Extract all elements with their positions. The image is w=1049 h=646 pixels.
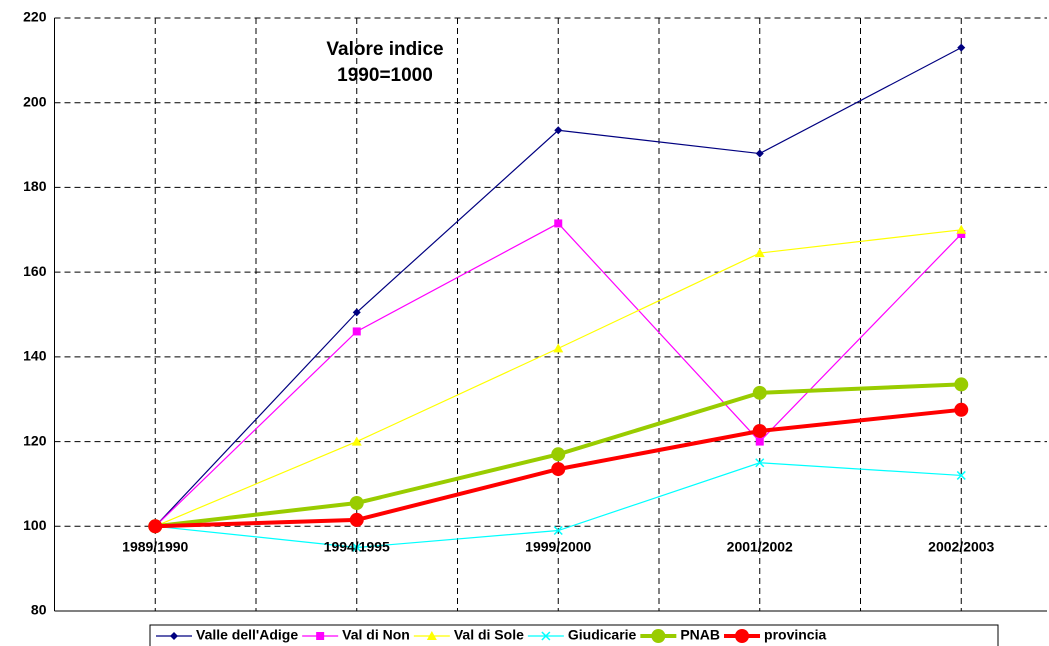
x-tick-label: 1989/1990 (122, 539, 188, 555)
legend-label: provincia (764, 627, 826, 643)
marker (553, 343, 564, 353)
marker (755, 437, 764, 446)
legend-box (149, 624, 999, 646)
marker (755, 458, 765, 468)
marker (551, 447, 566, 462)
marker (148, 519, 163, 534)
marker (957, 230, 966, 239)
marker (554, 219, 563, 228)
legend-label: Valle dell'Adige (196, 627, 298, 643)
y-tick-label: 120 (23, 432, 47, 448)
legend-label: Val di Sole (454, 627, 524, 643)
y-tick-label: 220 (23, 9, 47, 25)
marker (752, 385, 767, 400)
marker (352, 327, 361, 336)
marker (954, 377, 969, 392)
marker (554, 126, 563, 135)
legend-marker (170, 632, 178, 640)
marker (956, 224, 967, 234)
y-tick-label: 200 (23, 93, 47, 109)
chart-title: Valore indice (326, 39, 443, 60)
legend-marker (316, 632, 325, 640)
marker (551, 462, 566, 477)
y-tick-label: 140 (23, 348, 47, 364)
y-tick-label: 100 (23, 517, 47, 533)
x-tick-label: 2001/2002 (727, 539, 793, 555)
legend-label: Giudicarie (568, 627, 637, 643)
legend-marker (541, 631, 551, 641)
legend: Valle dell'Adige Val di Non Val di Sole Giu… (156, 627, 826, 643)
marker (352, 308, 361, 317)
marker (755, 149, 764, 158)
marker (351, 436, 362, 446)
legend-label: PNAB (680, 627, 720, 643)
marker (349, 512, 364, 527)
x-tick-label: 1994/1995 (324, 539, 390, 555)
y-tick-label: 80 (31, 602, 47, 618)
legend-marker (651, 629, 666, 643)
marker (349, 495, 364, 510)
x-tick-label: 2002/2003 (928, 539, 994, 555)
grid (54, 17, 1047, 612)
marker (352, 542, 362, 552)
legend-label: Val di Non (342, 627, 410, 643)
marker (954, 402, 969, 417)
y-tick-label: 180 (23, 178, 47, 194)
marker (553, 525, 563, 536)
marker (752, 423, 767, 438)
y-tick-label: 160 (23, 263, 47, 279)
marker (754, 248, 765, 258)
marker (956, 470, 966, 480)
legend-marker (426, 631, 437, 640)
x-tick-label: 1999/2000 (525, 539, 591, 555)
lines (148, 43, 969, 552)
chart-subtitle: 1990=1000 (337, 65, 433, 86)
marker (957, 43, 966, 52)
legend-marker (735, 629, 750, 643)
